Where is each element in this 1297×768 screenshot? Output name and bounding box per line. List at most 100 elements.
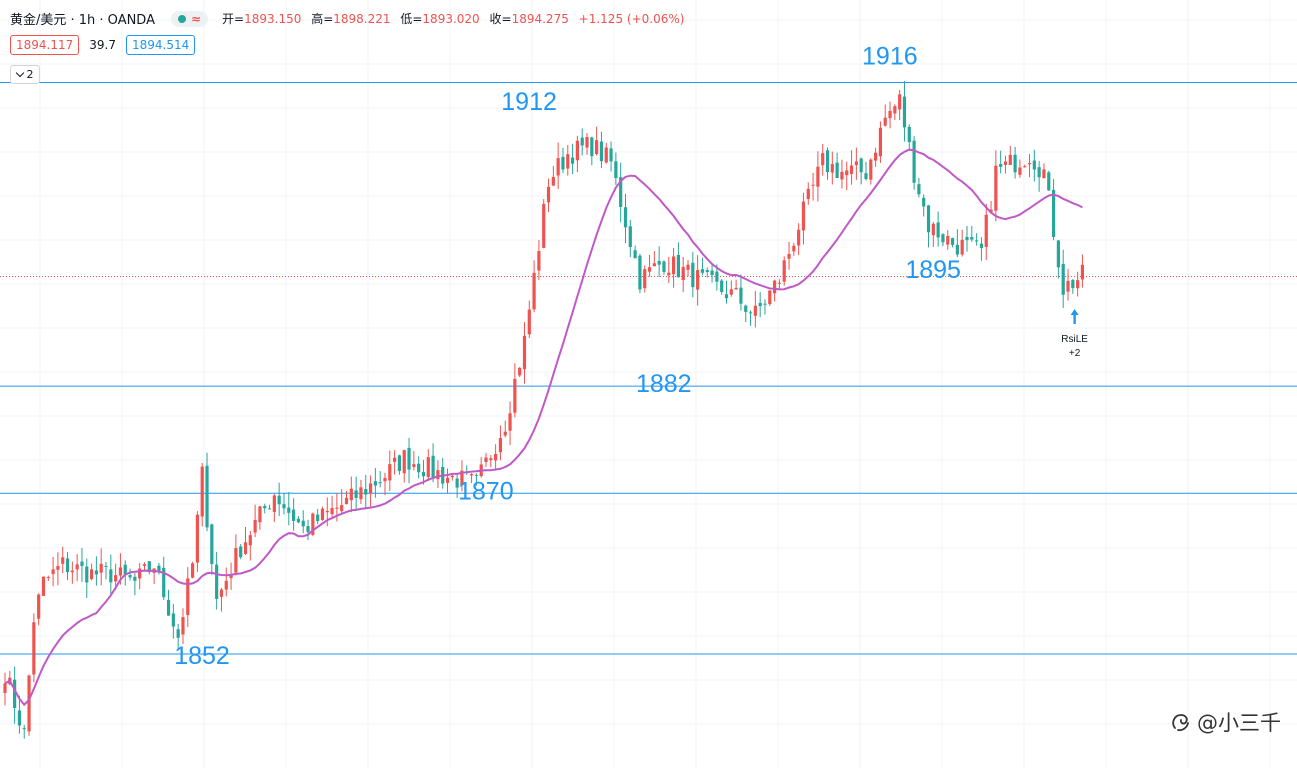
candle-body [744,305,748,312]
candle-body [561,156,565,170]
high-value: 1898.221 [333,12,391,26]
candle-body [763,303,767,305]
candle-body [61,557,65,564]
candle-body [27,675,31,732]
chevron-down-icon [15,68,24,78]
candle-body [893,106,897,114]
horizontal-levels [0,81,1297,655]
candlesticks [3,81,1085,739]
candle-body [1076,280,1080,289]
candle-body [162,567,166,598]
candle-body [354,490,358,498]
candle-body [806,188,810,200]
candle-body [676,254,680,278]
candle-body [171,613,175,627]
candle-body [623,207,628,228]
candle-body [89,569,94,580]
candle-body [383,477,387,482]
signal-arrow-icon [1070,309,1079,324]
candle-body [460,470,464,485]
open-value: 1893.150 [244,12,302,26]
candle-body [267,508,272,510]
candle-body [599,141,604,162]
candle-body [628,226,632,248]
candle-body [272,495,276,512]
candle-body [147,561,151,573]
candle-body [532,272,536,310]
buy-price-button[interactable]: 1894.514 [125,35,196,55]
candle-body [469,473,474,476]
candle-body [330,508,334,515]
candle-body [1080,264,1085,280]
candle-body [821,153,825,166]
candle-body [114,575,118,582]
author-watermark: @小三千 [1169,707,1281,737]
candle-body [498,438,503,453]
candle-body [941,234,945,243]
candle-body [474,474,478,476]
candle-body [647,267,652,272]
candle-body [830,163,834,173]
candle-body [397,455,402,472]
candle-body [950,238,955,245]
candle-body [556,158,560,176]
annotation-1870: 1870 [458,477,514,505]
candle-body [797,229,801,246]
candle-body [190,563,195,578]
candle-body [311,513,315,535]
collapse-indicators-button[interactable]: 2 [10,65,40,84]
candle-body [248,535,252,546]
candle-body [869,159,873,180]
candle-body [46,577,50,579]
candle-body [133,576,137,581]
candle-body [436,470,440,480]
candle-body [715,271,719,282]
candle-body [585,136,589,148]
moving-average-line [4,148,1083,707]
candle-body [724,294,729,299]
delayed-data-icon: ≈ [190,11,202,26]
candle-body [989,209,993,213]
candle-body [739,287,743,304]
sell-price-button[interactable]: 1894.117 [10,35,80,55]
symbol-header: 黄金/美元 · 1h · OANDA ≈ 开=1893.150 高=1898.2… [10,9,684,28]
candle-body [85,566,89,583]
candle-body [835,162,839,179]
candle-body [123,564,127,575]
candle-body [975,240,979,242]
candle-body [118,567,123,576]
candle-body [902,96,907,128]
candle-body [282,504,286,509]
candle-body [970,237,974,240]
candle-body [1008,154,1012,165]
symbol-title[interactable]: 黄金/美元 · 1h · OANDA [10,13,155,28]
candle-body [1071,280,1075,289]
candle-body [922,197,926,207]
rsile-signal[interactable]: RsiLE +2 [1061,309,1088,359]
candle-body [1056,240,1060,268]
candle-body [758,302,762,307]
candle-body [277,495,281,505]
candle-body [70,570,74,573]
candle-body [1023,166,1027,168]
candle-body [253,520,257,533]
candle-body [445,477,450,483]
candle-body [912,140,916,183]
candle-body [378,482,382,484]
candle-body [109,569,113,583]
candle-body [176,629,180,638]
candle-body [325,510,329,513]
candle-body [484,457,488,463]
market-status[interactable]: ≈ [170,10,209,27]
candle-body [898,94,902,110]
candle-body [258,506,262,523]
candle-body [662,261,666,272]
candle-body [1018,167,1022,175]
candle-body [859,158,863,173]
candle-body [609,148,613,162]
candle-body [431,455,435,478]
candle-body [1027,163,1032,165]
candle-body [239,546,243,558]
candle-body [359,487,363,500]
